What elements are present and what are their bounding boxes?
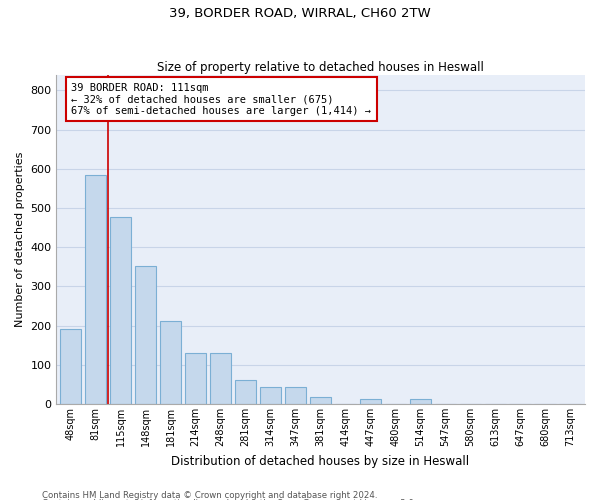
Bar: [60, 328, 82, 404]
Text: 39, BORDER ROAD, WIRRAL, CH60 2TW: 39, BORDER ROAD, WIRRAL, CH60 2TW: [169, 8, 431, 20]
Bar: [410, 399, 431, 404]
Bar: [160, 320, 181, 404]
Bar: [260, 387, 281, 404]
Y-axis label: Number of detached properties: Number of detached properties: [15, 152, 25, 327]
Bar: [110, 216, 131, 404]
Bar: [285, 387, 306, 404]
Text: Contains HM Land Registry data © Crown copyright and database right 2024.: Contains HM Land Registry data © Crown c…: [42, 490, 377, 500]
Bar: [235, 380, 256, 404]
Bar: [135, 266, 157, 404]
Bar: [210, 353, 231, 404]
Bar: [85, 174, 106, 404]
X-axis label: Distribution of detached houses by size in Heswall: Distribution of detached houses by size …: [172, 454, 469, 468]
Bar: [360, 399, 381, 404]
Text: 39 BORDER ROAD: 111sqm
← 32% of detached houses are smaller (675)
67% of semi-de: 39 BORDER ROAD: 111sqm ← 32% of detached…: [71, 82, 371, 116]
Bar: [310, 397, 331, 404]
Bar: [185, 353, 206, 404]
Title: Size of property relative to detached houses in Heswall: Size of property relative to detached ho…: [157, 60, 484, 74]
